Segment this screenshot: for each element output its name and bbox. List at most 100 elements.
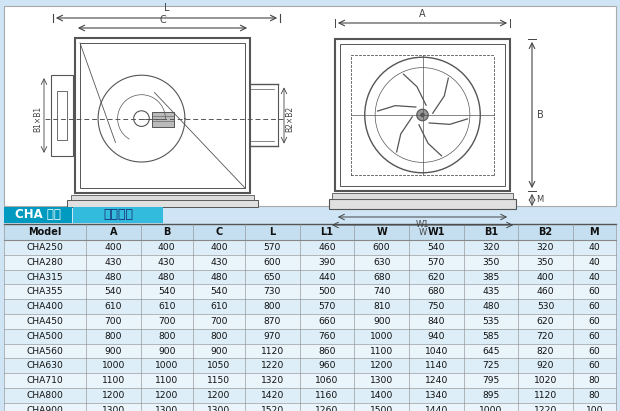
- Text: 1000: 1000: [155, 361, 179, 370]
- Text: 540: 540: [104, 287, 122, 296]
- Bar: [57, 91, 67, 140]
- Text: 760: 760: [318, 332, 336, 341]
- Text: 1300: 1300: [102, 406, 125, 411]
- FancyBboxPatch shape: [4, 207, 72, 223]
- Text: 1220: 1220: [534, 406, 557, 411]
- Text: 610: 610: [210, 302, 228, 311]
- Text: 530: 530: [537, 302, 554, 311]
- Text: 350: 350: [537, 258, 554, 267]
- Text: 795: 795: [482, 376, 500, 385]
- FancyBboxPatch shape: [4, 270, 616, 284]
- Text: 645: 645: [482, 346, 500, 356]
- Text: CHA630: CHA630: [27, 361, 63, 370]
- Text: 725: 725: [482, 361, 500, 370]
- Text: 620: 620: [537, 317, 554, 326]
- Text: 1200: 1200: [102, 391, 125, 400]
- Text: 840: 840: [428, 317, 445, 326]
- Text: B2×B2: B2×B2: [285, 106, 294, 132]
- Text: 800: 800: [210, 332, 228, 341]
- Text: 60: 60: [588, 287, 600, 296]
- Text: CHA355: CHA355: [27, 287, 63, 296]
- Text: L1: L1: [321, 227, 334, 237]
- Text: 1220: 1220: [261, 361, 284, 370]
- Text: 920: 920: [537, 361, 554, 370]
- Text: 400: 400: [210, 243, 228, 252]
- Text: 750: 750: [428, 302, 445, 311]
- Text: CHA800: CHA800: [27, 391, 63, 400]
- Bar: [151, 112, 174, 127]
- Text: 600: 600: [264, 258, 281, 267]
- Text: 460: 460: [318, 243, 336, 252]
- Text: 1520: 1520: [261, 406, 284, 411]
- Text: 1400: 1400: [370, 391, 393, 400]
- Text: 60: 60: [588, 302, 600, 311]
- Text: 400: 400: [158, 243, 175, 252]
- Text: B2: B2: [538, 227, 552, 237]
- Text: 430: 430: [210, 258, 228, 267]
- Text: B: B: [537, 110, 544, 120]
- Text: CHA315: CHA315: [27, 272, 63, 282]
- FancyBboxPatch shape: [4, 358, 616, 373]
- Text: Model: Model: [29, 227, 61, 237]
- Text: A: A: [110, 227, 117, 237]
- FancyBboxPatch shape: [4, 299, 616, 314]
- Text: 1320: 1320: [261, 376, 284, 385]
- FancyBboxPatch shape: [4, 344, 616, 358]
- Text: 970: 970: [264, 332, 281, 341]
- Text: 1420: 1420: [261, 391, 284, 400]
- Text: 1040: 1040: [425, 346, 448, 356]
- FancyBboxPatch shape: [4, 284, 616, 299]
- Text: 570: 570: [319, 302, 336, 311]
- Text: W1: W1: [428, 227, 445, 237]
- Text: 385: 385: [482, 272, 500, 282]
- Circle shape: [420, 113, 425, 117]
- Text: 1100: 1100: [102, 376, 125, 385]
- Text: CHA450: CHA450: [27, 317, 63, 326]
- Text: 440: 440: [318, 272, 336, 282]
- Text: 570: 570: [428, 258, 445, 267]
- Text: 外形尺寸: 外形尺寸: [103, 208, 133, 222]
- Text: 1020: 1020: [534, 376, 557, 385]
- Text: 60: 60: [588, 361, 600, 370]
- FancyBboxPatch shape: [4, 224, 616, 240]
- Text: 700: 700: [210, 317, 228, 326]
- Text: 680: 680: [373, 272, 391, 282]
- Text: 720: 720: [537, 332, 554, 341]
- Text: 1200: 1200: [207, 391, 231, 400]
- Text: 1200: 1200: [370, 361, 393, 370]
- Text: 900: 900: [210, 346, 228, 356]
- Text: 820: 820: [537, 346, 554, 356]
- Text: 1260: 1260: [316, 406, 339, 411]
- Text: C: C: [215, 227, 223, 237]
- Text: 860: 860: [318, 346, 336, 356]
- Text: 1340: 1340: [425, 391, 448, 400]
- Text: 1300: 1300: [370, 376, 393, 385]
- Text: 1060: 1060: [316, 376, 339, 385]
- Text: 630: 630: [373, 258, 391, 267]
- Text: 480: 480: [210, 272, 228, 282]
- Bar: [80, 43, 245, 188]
- Text: CHA560: CHA560: [27, 346, 63, 356]
- Text: CHA400: CHA400: [27, 302, 63, 311]
- Text: 1500: 1500: [370, 406, 393, 411]
- FancyBboxPatch shape: [4, 388, 616, 403]
- Text: M: M: [590, 227, 599, 237]
- Text: 320: 320: [537, 243, 554, 252]
- Text: 40: 40: [588, 258, 600, 267]
- Text: 1200: 1200: [155, 391, 179, 400]
- Text: 540: 540: [158, 287, 175, 296]
- Bar: [340, 44, 505, 186]
- Text: 390: 390: [319, 258, 336, 267]
- Text: 1100: 1100: [370, 346, 393, 356]
- Text: 480: 480: [104, 272, 122, 282]
- Text: 800: 800: [158, 332, 175, 341]
- Text: 1440: 1440: [425, 406, 448, 411]
- FancyBboxPatch shape: [4, 314, 616, 329]
- Text: 810: 810: [373, 302, 391, 311]
- Text: 680: 680: [428, 287, 445, 296]
- Text: 1160: 1160: [316, 391, 339, 400]
- Bar: [332, 193, 513, 199]
- FancyBboxPatch shape: [4, 329, 616, 344]
- Text: 700: 700: [158, 317, 175, 326]
- Text: 480: 480: [482, 302, 500, 311]
